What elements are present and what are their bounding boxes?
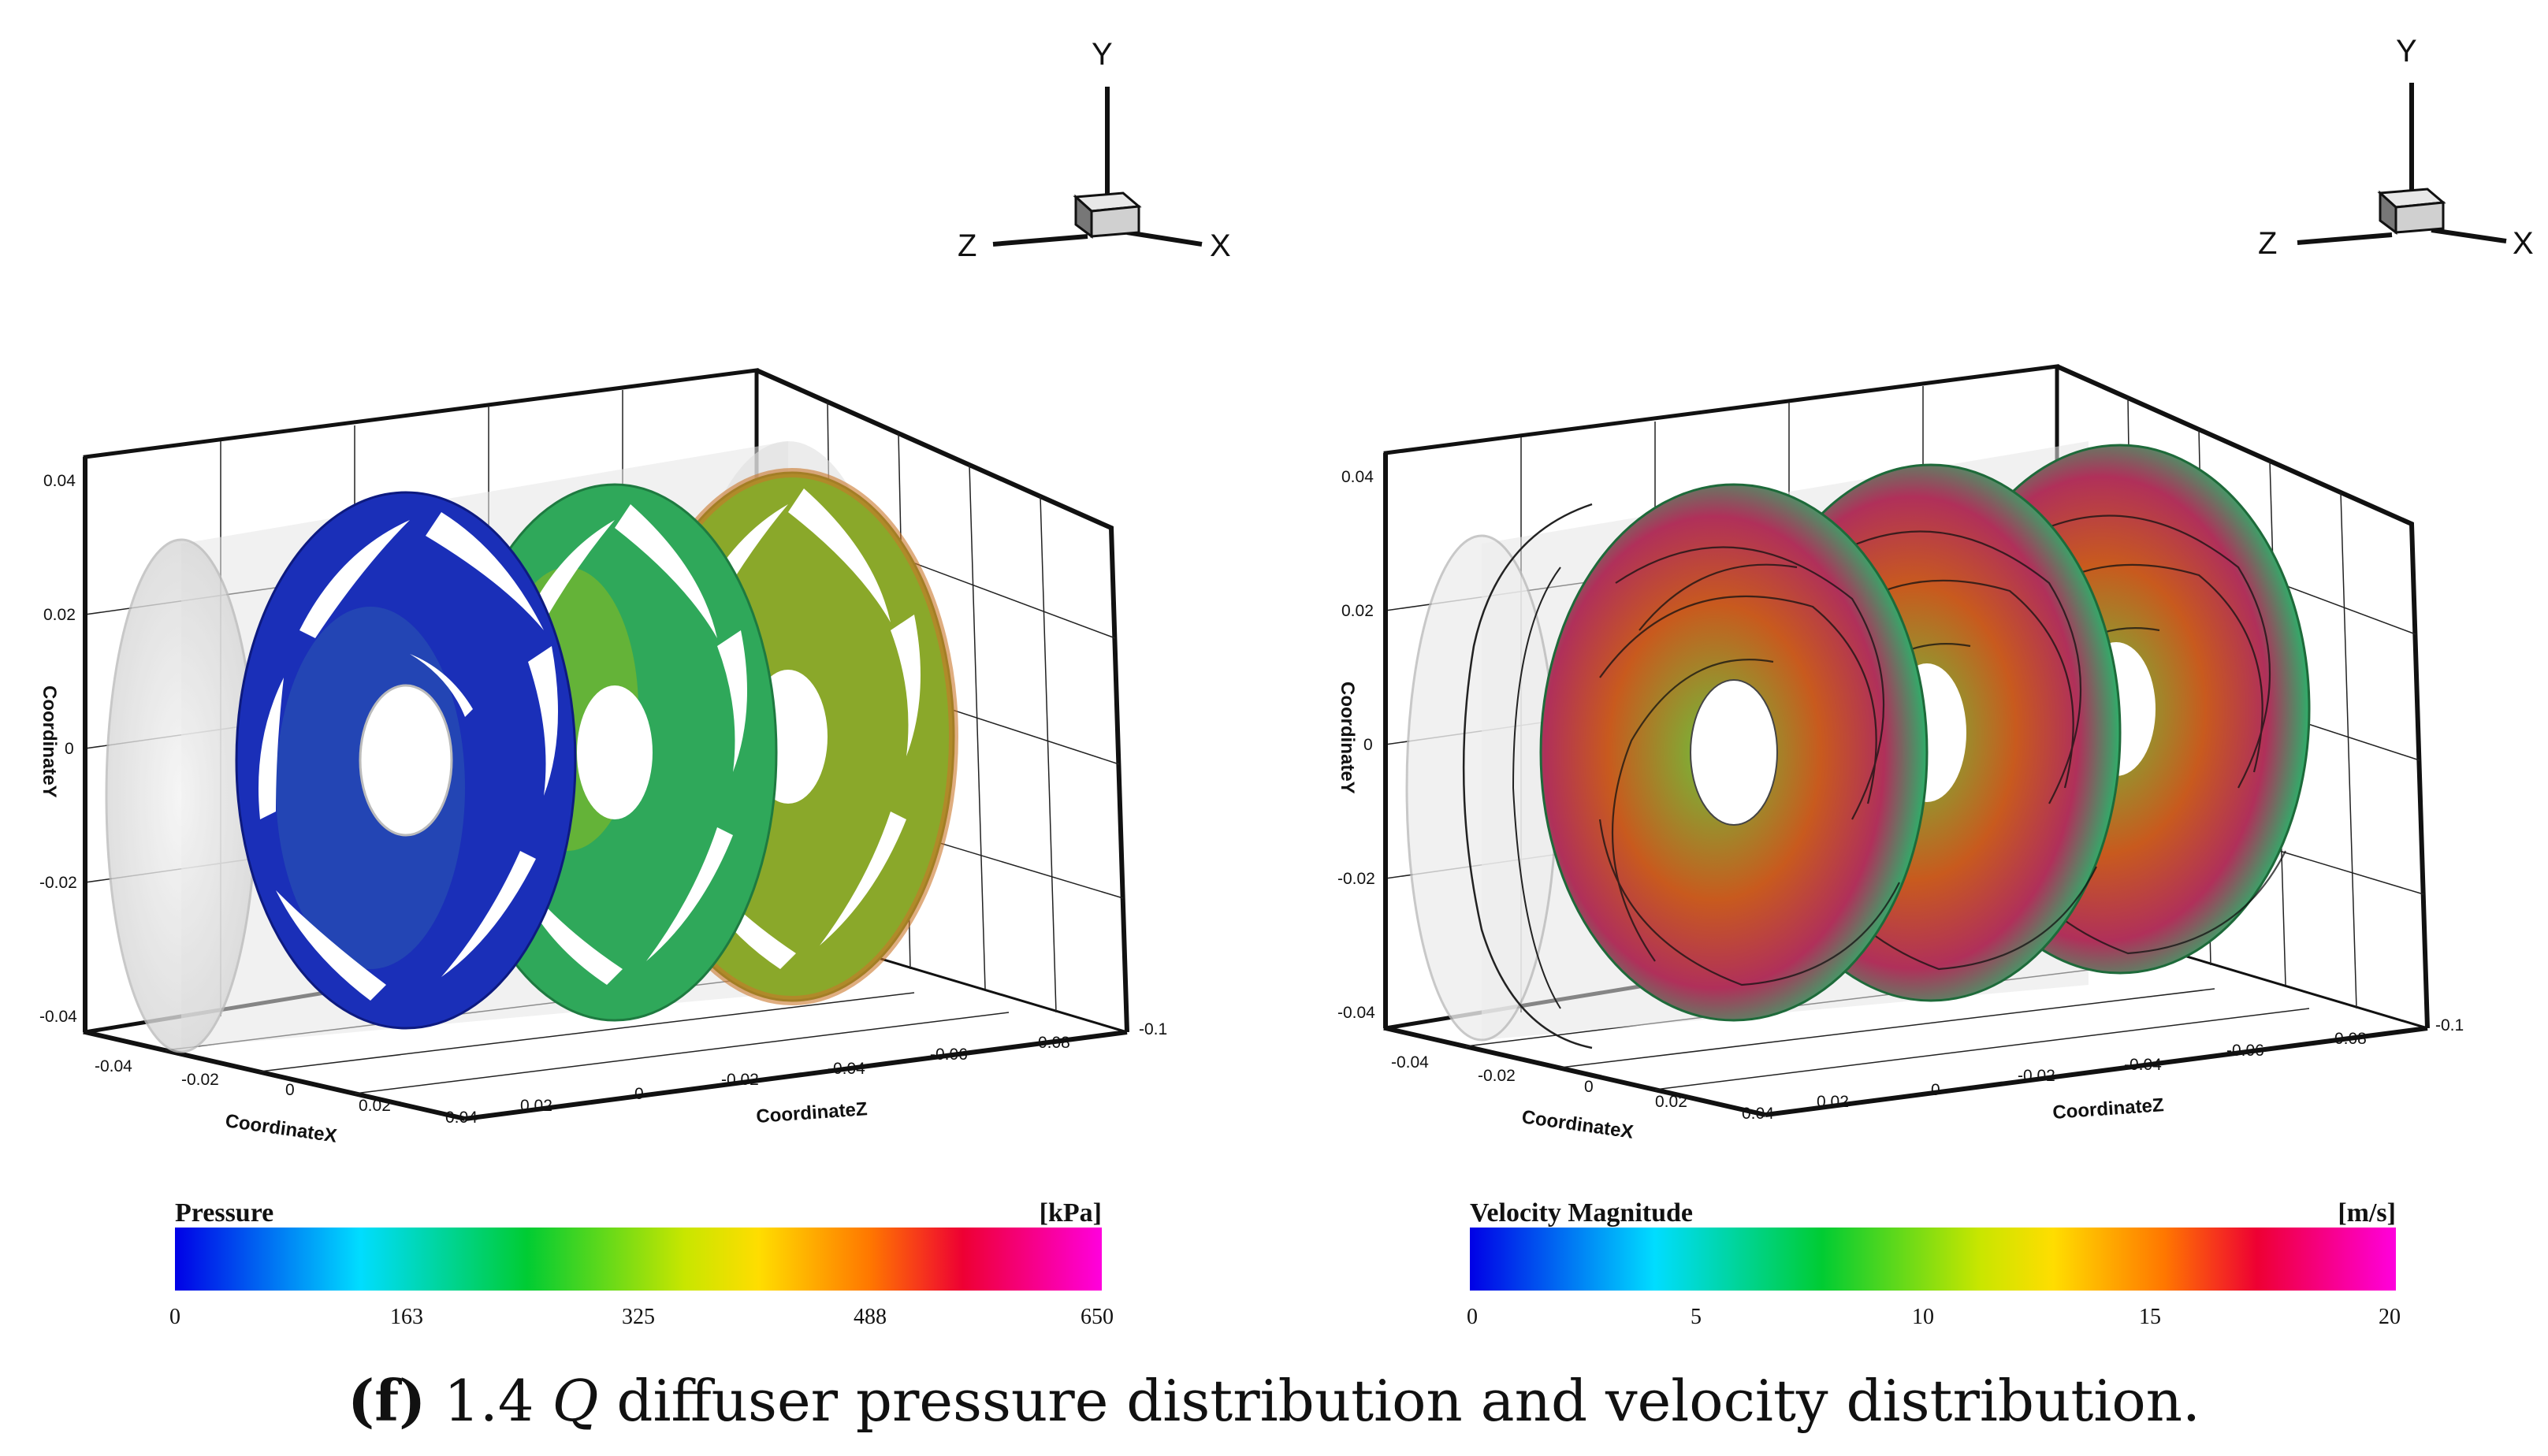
z-ticks: 0.02 0 -0.02 -0.04 -0.06 -0.08 -0.1 xyxy=(1817,1016,2464,1111)
x-tick: -0.02 xyxy=(181,1071,219,1089)
colorbar-tick: 5 xyxy=(1691,1305,1702,1329)
velocity-figure: Y Z X xyxy=(1337,34,2534,1329)
z-tick: -0.02 xyxy=(2018,1067,2055,1085)
caption-q: Q xyxy=(552,1368,599,1434)
colorbar-tick: 650 xyxy=(1081,1305,1114,1329)
z-tick: -0.08 xyxy=(1032,1034,1070,1052)
axis-triad: Y Z X xyxy=(2258,34,2534,261)
z-ticks: 0.02 0 -0.02 -0.04 -0.06 -0.08 -0.1 xyxy=(520,1020,1167,1115)
x-axis-title: CoordinateX xyxy=(1520,1106,1635,1143)
z-tick: 0 xyxy=(634,1085,644,1103)
z-tick: -0.1 xyxy=(1139,1020,1167,1038)
triad-x-label: X xyxy=(1210,228,1231,263)
y-axis-title: CoordinateY xyxy=(39,685,60,798)
pressure-figure: Y Z X xyxy=(39,37,1231,1329)
y-tick: -0.04 xyxy=(1337,1004,1375,1022)
z-axis-title: CoordinateZ xyxy=(2052,1094,2165,1124)
triad-y-label: Y xyxy=(1092,37,1113,72)
colorbar-gradient xyxy=(175,1228,1102,1291)
colorbar-tick: 0 xyxy=(169,1305,180,1329)
y-ticks: 0.04 0.02 0 -0.02 -0.04 xyxy=(1337,468,1375,1022)
y-tick: 0.04 xyxy=(1341,468,1374,486)
x-tick: -0.04 xyxy=(95,1057,132,1075)
y-tick: -0.02 xyxy=(1337,870,1375,888)
z-tick: -0.06 xyxy=(2226,1042,2264,1060)
panel-pressure: Y Z X xyxy=(0,0,1274,1355)
impeller-1 xyxy=(235,491,577,1030)
x-ticks: -0.04 -0.02 0 0.02 0.04 xyxy=(95,1057,478,1127)
triad-y-label: Y xyxy=(2396,34,2417,69)
z-tick: -0.1 xyxy=(2435,1016,2464,1034)
z-tick: 0 xyxy=(1931,1081,1940,1099)
impeller-1 xyxy=(1539,483,1929,1022)
y-tick: 0.02 xyxy=(1341,602,1374,620)
caption-factor: 1.4 xyxy=(444,1368,534,1434)
y-tick: 0 xyxy=(1363,736,1373,754)
y-tick: 0 xyxy=(65,740,74,758)
panel-velocity: Y Z X xyxy=(1293,0,2548,1355)
figure-caption: (f) 1.4 Q diffuser pressure distribution… xyxy=(0,1367,2548,1434)
x-tick: -0.02 xyxy=(1478,1067,1516,1085)
x-axis-title: CoordinateX xyxy=(224,1110,338,1147)
z-tick: 0.02 xyxy=(520,1097,552,1115)
colorbar-unit: [m/s] xyxy=(2338,1198,2396,1228)
triad-x-label: X xyxy=(2513,226,2534,261)
colorbar-gradient xyxy=(1470,1228,2396,1291)
z-axis-title: CoordinateZ xyxy=(756,1098,869,1127)
x-ticks: -0.04 -0.02 0 0.02 0.04 xyxy=(1391,1053,1774,1123)
y-ticks: 0.04 0.02 0 -0.02 -0.04 xyxy=(39,472,77,1026)
colorbar: Velocity Magnitude [m/s] 0 5 10 15 20 xyxy=(1467,1198,2401,1329)
axis-triad: Y Z X xyxy=(958,37,1231,263)
colorbar-tick: 15 xyxy=(2139,1305,2161,1329)
z-tick: -0.08 xyxy=(2329,1030,2367,1048)
colorbar-tick: 20 xyxy=(2379,1305,2401,1329)
colorbar-title: Pressure xyxy=(175,1198,273,1228)
z-tick: -0.06 xyxy=(930,1046,968,1064)
colorbar-tick: 163 xyxy=(390,1305,423,1329)
caption-label: (f) xyxy=(348,1367,426,1434)
x-tick: 0.04 xyxy=(445,1109,478,1127)
triad-z-label: Z xyxy=(958,228,976,263)
y-axis-title: CoordinateY xyxy=(1337,682,1358,794)
x-tick: 0 xyxy=(285,1081,295,1099)
streamline xyxy=(1512,566,1561,1009)
colorbar-tick: 325 xyxy=(622,1305,655,1329)
colorbar-tick: 10 xyxy=(1912,1305,1934,1329)
x-tick: 0.02 xyxy=(1655,1093,1687,1111)
x-tick: 0.04 xyxy=(1742,1105,1774,1123)
z-tick: -0.04 xyxy=(2124,1056,2162,1074)
y-tick: 0.02 xyxy=(43,606,76,624)
y-tick: -0.02 xyxy=(39,874,77,892)
x-tick: -0.04 xyxy=(1391,1053,1429,1072)
x-tick: 0.02 xyxy=(359,1097,391,1115)
colorbar-title: Velocity Magnitude xyxy=(1470,1198,1693,1228)
z-tick: -0.02 xyxy=(721,1071,759,1089)
y-tick: -0.04 xyxy=(39,1008,77,1026)
colorbar-tick: 0 xyxy=(1467,1305,1478,1329)
z-tick: -0.04 xyxy=(828,1060,865,1078)
streamline xyxy=(1462,503,1593,1049)
colorbar-tick: 488 xyxy=(854,1305,887,1329)
caption-text: diffuser pressure distribution and veloc… xyxy=(616,1368,2200,1434)
colorbar: Pressure [kPa] 0 163 325 488 650 xyxy=(169,1198,1114,1329)
triad-z-label: Z xyxy=(2258,226,2277,261)
x-tick: 0 xyxy=(1584,1078,1594,1096)
z-tick: 0.02 xyxy=(1817,1093,1849,1111)
y-tick: 0.04 xyxy=(43,472,76,490)
colorbar-unit: [kPa] xyxy=(1040,1198,1102,1228)
